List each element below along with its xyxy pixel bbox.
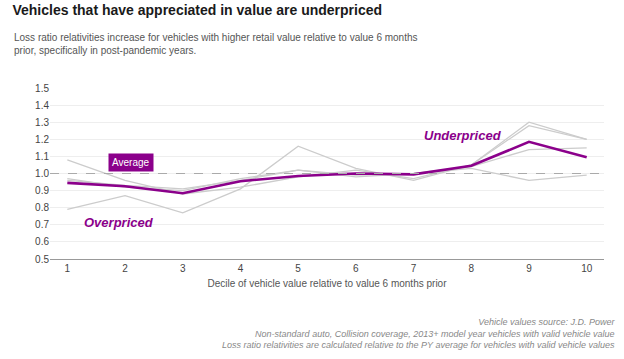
svg-text:0.5: 0.5 bbox=[35, 254, 49, 265]
svg-text:4: 4 bbox=[238, 263, 244, 274]
svg-text:Underpriced: Underpriced bbox=[424, 128, 502, 143]
svg-text:1.0: 1.0 bbox=[35, 168, 49, 179]
svg-text:7: 7 bbox=[411, 263, 417, 274]
svg-text:1.3: 1.3 bbox=[35, 117, 49, 128]
svg-text:Loss ratio relativities increa: Loss ratio relativities increase for veh… bbox=[14, 32, 418, 56]
svg-text:5: 5 bbox=[295, 263, 301, 274]
svg-text:3: 3 bbox=[180, 263, 186, 274]
svg-text:1: 1 bbox=[65, 263, 71, 274]
svg-text:2: 2 bbox=[122, 263, 128, 274]
svg-text:1.2: 1.2 bbox=[35, 134, 49, 145]
svg-text:Overpriced: Overpriced bbox=[84, 215, 154, 230]
svg-text:10: 10 bbox=[581, 263, 593, 274]
svg-text:8: 8 bbox=[468, 263, 474, 274]
svg-text:Average: Average bbox=[112, 157, 150, 168]
svg-text:0.7: 0.7 bbox=[35, 219, 49, 230]
svg-text:Decile of vehicle value relati: Decile of vehicle value relative to valu… bbox=[207, 278, 447, 289]
svg-text:0.6: 0.6 bbox=[35, 236, 49, 247]
svg-text:Vehicles that have appreciated: Vehicles that have appreciated in value … bbox=[12, 2, 382, 18]
svg-text:0.8: 0.8 bbox=[35, 202, 49, 213]
svg-text:0.9: 0.9 bbox=[35, 185, 49, 196]
svg-text:1.1: 1.1 bbox=[35, 151, 49, 162]
svg-text:6: 6 bbox=[353, 263, 359, 274]
svg-text:Vehicle values source: J.D. Po: Vehicle values source: J.D. PowerNon-sta… bbox=[222, 317, 616, 350]
svg-text:9: 9 bbox=[526, 263, 532, 274]
svg-text:1.4: 1.4 bbox=[35, 100, 49, 111]
svg-text:1.5: 1.5 bbox=[35, 83, 49, 94]
